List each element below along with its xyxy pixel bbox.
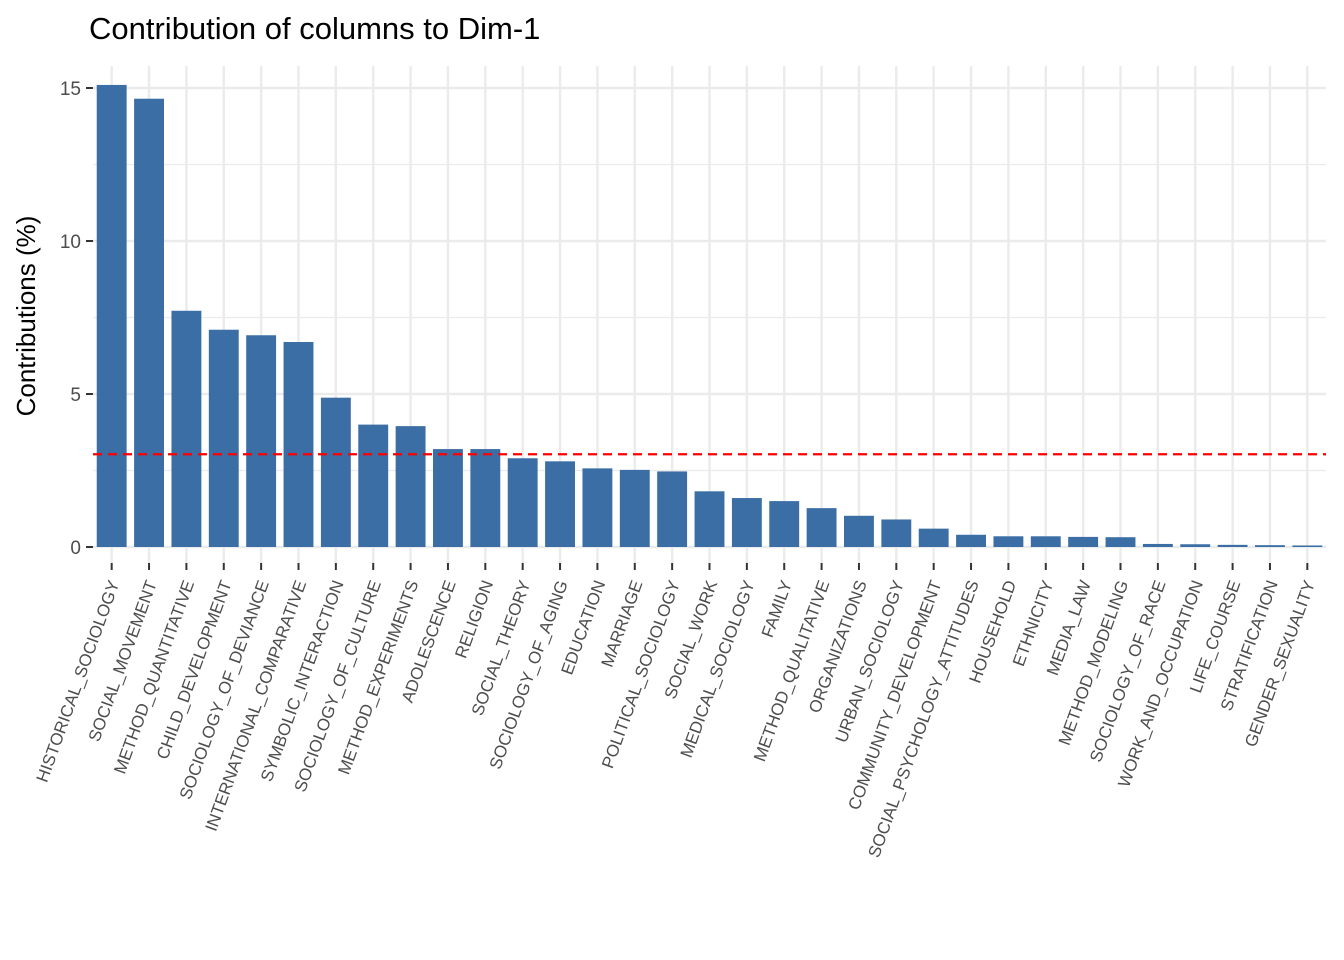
bar xyxy=(283,341,314,547)
bar xyxy=(246,335,277,547)
bar xyxy=(881,519,912,547)
bar xyxy=(1292,545,1323,547)
bar xyxy=(507,458,538,547)
bar xyxy=(844,515,874,547)
y-tick-label: 10 xyxy=(60,232,81,253)
bars xyxy=(96,84,1323,548)
y-tick-label: 0 xyxy=(70,538,81,559)
bar xyxy=(694,491,725,547)
bar xyxy=(918,528,949,547)
bar xyxy=(1255,545,1285,547)
bar xyxy=(582,468,613,547)
bar xyxy=(1030,536,1061,547)
grid-lines xyxy=(93,66,1326,563)
bar xyxy=(1217,544,1248,547)
bar xyxy=(1068,536,1099,547)
bar xyxy=(134,98,164,548)
bar xyxy=(545,461,575,547)
bar xyxy=(470,449,501,547)
y-tick-label: 15 xyxy=(60,79,81,100)
x-tick-label: FAMILY xyxy=(758,578,796,640)
bar xyxy=(96,84,127,547)
bar xyxy=(358,424,389,547)
bar xyxy=(769,501,800,547)
bar xyxy=(1180,544,1211,547)
chart-title: Contribution of columns to Dim-1 xyxy=(89,11,540,46)
x-axis: HISTORICAL_SOCIOLOGYSOCIAL_MOVEMENTMETHO… xyxy=(33,563,1319,860)
bar xyxy=(619,469,650,547)
bar xyxy=(1105,537,1136,547)
bar xyxy=(731,498,762,547)
y-axis: 0 5 10 15 xyxy=(60,79,93,559)
bar xyxy=(1142,543,1173,547)
y-tick-label: 5 xyxy=(70,385,81,406)
bar xyxy=(171,310,202,547)
bar xyxy=(395,426,426,547)
bar xyxy=(956,534,986,547)
bar xyxy=(993,536,1024,547)
y-axis-label: Contributions (%) xyxy=(11,216,41,417)
bar xyxy=(433,449,463,547)
bar xyxy=(320,397,351,547)
bar xyxy=(657,471,688,547)
bar xyxy=(806,508,837,547)
bar xyxy=(208,329,239,547)
